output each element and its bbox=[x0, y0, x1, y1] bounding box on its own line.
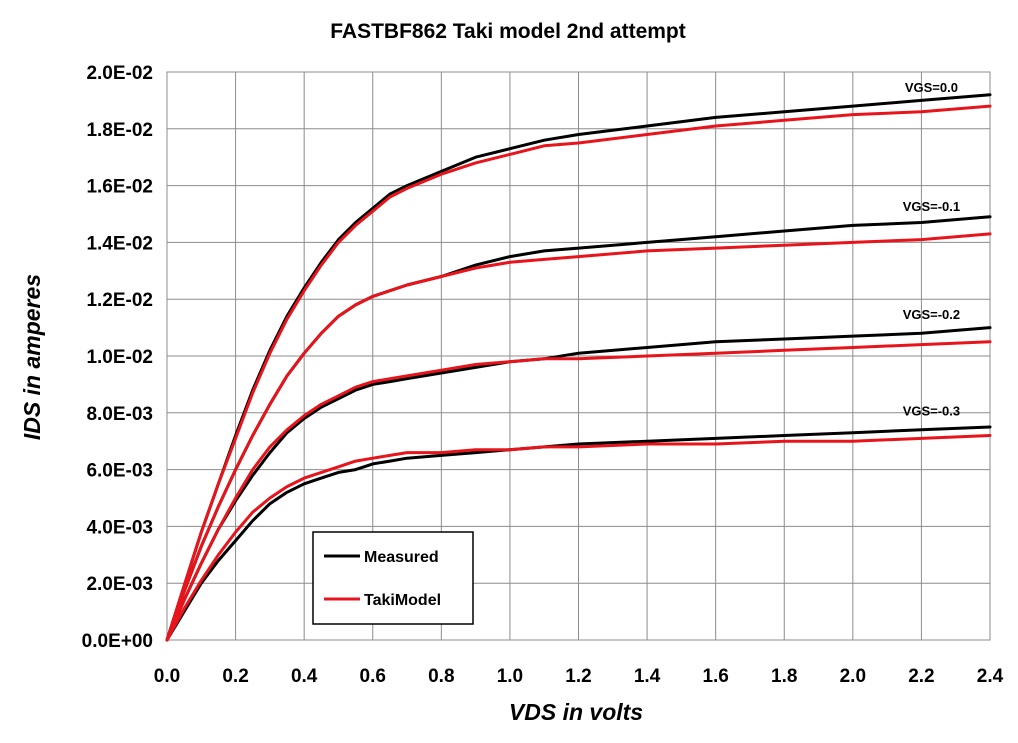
x-tick-label: 0.4 bbox=[291, 666, 318, 687]
curve-label-0: VGS=0.0 bbox=[905, 80, 958, 95]
plot-area-frame bbox=[166, 71, 991, 641]
plot-grid bbox=[166, 71, 991, 641]
series-takimodel-3 bbox=[165, 434, 992, 642]
x-tick-label: 0.6 bbox=[360, 666, 386, 687]
curve-labels: VGS=0.0 VGS=-0.1 VGS=-0.2 VGS=-0.3 bbox=[903, 80, 960, 419]
legend-label-takimodel: TakiModel bbox=[364, 592, 441, 609]
series-measured-3 bbox=[165, 425, 992, 642]
curve-label-1: VGS=-0.1 bbox=[903, 199, 960, 214]
y-tick-label: 2.0E-02 bbox=[86, 63, 153, 84]
y-tick-label: 1.6E-02 bbox=[86, 177, 153, 198]
x-tick-label: 2.4 bbox=[977, 666, 1004, 687]
x-tick-label: 2.2 bbox=[908, 666, 934, 687]
y-tick-label: 1.8E-02 bbox=[86, 120, 153, 141]
x-tick-label: 1.2 bbox=[565, 666, 591, 687]
x-tick-label: 1.6 bbox=[702, 666, 728, 687]
x-tick-label: 0.8 bbox=[428, 666, 454, 687]
y-tick-label: 6.0E-03 bbox=[86, 461, 153, 482]
x-tick-label: 0.2 bbox=[222, 666, 248, 687]
y-axis-label: IDS in amperes bbox=[19, 274, 45, 440]
y-tick-label: 1.2E-02 bbox=[86, 290, 153, 311]
y-tick-label: 2.0E-03 bbox=[86, 574, 153, 595]
curve-label-2: VGS=-0.2 bbox=[903, 307, 960, 322]
series-measured-2 bbox=[165, 326, 992, 642]
series-group bbox=[165, 93, 992, 642]
x-tick-label: 2.0 bbox=[840, 666, 866, 687]
y-axis-ticks: 0.0E+00 2.0E-03 4.0E-03 6.0E-03 8.0E-03 1.0E-… bbox=[82, 63, 153, 652]
x-axis-label: VDS in volts bbox=[509, 699, 643, 725]
curve-label-3: VGS=-0.3 bbox=[903, 404, 960, 419]
series-takimodel-2 bbox=[165, 340, 992, 642]
legend-label-measured: Measured bbox=[364, 549, 439, 566]
series-takimodel-1 bbox=[165, 232, 992, 642]
x-tick-label: 1.8 bbox=[771, 666, 797, 687]
x-tick-label: 1.4 bbox=[634, 666, 661, 687]
y-tick-label: 8.0E-03 bbox=[86, 404, 153, 425]
series-takimodel-0 bbox=[165, 104, 992, 642]
y-tick-label: 1.4E-02 bbox=[86, 233, 153, 254]
y-tick-label: 0.0E+00 bbox=[82, 631, 153, 652]
legend: Measured TakiModel bbox=[312, 531, 474, 625]
y-tick-label: 1.0E-02 bbox=[86, 347, 153, 368]
y-tick-label: 4.0E-03 bbox=[86, 517, 153, 538]
x-tick-label: 1.0 bbox=[497, 666, 523, 687]
x-tick-label: 0.0 bbox=[154, 666, 180, 687]
chart-title: FASTBF862 Taki model 2nd attempt bbox=[330, 20, 686, 43]
legend-box bbox=[312, 531, 474, 625]
x-axis-ticks: 0.0 0.2 0.4 0.6 0.8 1.0 1.2 1.4 1.6 1.8 2.0 2.2 2.4 bbox=[154, 666, 1004, 687]
